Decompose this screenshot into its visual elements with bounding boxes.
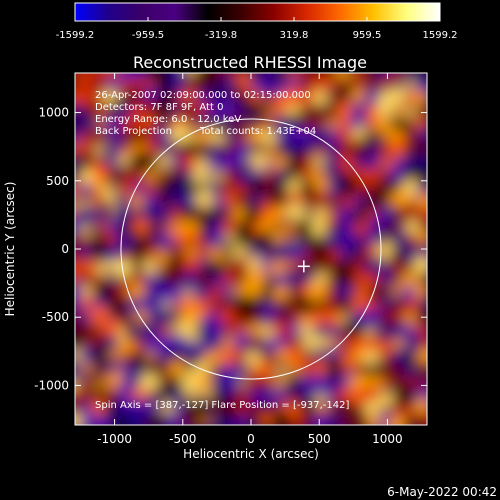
annotation-method: Back Projection — [95, 126, 172, 137]
colorbar — [74, 2, 441, 22]
image-area — [75, 73, 427, 425]
x-axis-label: Heliocentric X (arcsec) — [183, 447, 319, 461]
flare-source — [117, 262, 130, 275]
colorbar-tick-label: -959.5 — [132, 30, 164, 41]
x-tick-label: 1000 — [372, 432, 403, 446]
y-tick-label: 0 — [61, 242, 69, 256]
annotation-detectors: Detectors: 7F 8F 9F, Att 0 — [95, 102, 223, 113]
y-tick-label: -500 — [42, 310, 69, 324]
annotation-total-counts: Total counts: 1.43E+04 — [199, 126, 316, 137]
y-axis-ticks: -1000 -500 0 500 1000 — [34, 106, 427, 392]
y-tick-label: 500 — [46, 174, 69, 188]
x-tick-label: -1000 — [97, 432, 132, 446]
colorbar-tick-label: -319.8 — [205, 30, 237, 41]
plot-title: Reconstructed RHESSI Image — [133, 53, 367, 72]
colorbar-tick-label: -1599.2 — [56, 30, 95, 41]
x-axis-ticks: -1000 -500 0 500 1000 — [97, 73, 403, 446]
colorbar-tick-label: 1599.2 — [423, 30, 458, 41]
x-tick-label: 500 — [308, 432, 331, 446]
annotation-energy-range: Energy Range: 6.0 - 12.0 keV — [95, 114, 241, 125]
annotation-block: 26-Apr-2007 02:09:00.000 to 02:15:00.000… — [95, 90, 349, 411]
colorbar-ticks: -1599.2 -959.5 -319.8 319.8 959.5 1599.2 — [56, 17, 458, 41]
spin-axis-marker — [297, 260, 310, 273]
annotation-spin-flare: Spin Axis = [387,-127] Flare Position = … — [95, 400, 349, 411]
y-tick-label: -1000 — [34, 378, 69, 392]
solar-limb-circle — [120, 118, 382, 380]
colorbar-tick-label: 959.5 — [353, 30, 382, 41]
heatmap-field — [75, 73, 427, 425]
y-axis-label: Heliocentric Y (arcsec) — [3, 182, 17, 317]
colorbar-tick-label: 319.8 — [280, 30, 309, 41]
y-tick-label: 1000 — [38, 106, 69, 120]
annotation-time-range: 26-Apr-2007 02:09:00.000 to 02:15:00.000 — [95, 90, 311, 101]
footer-date: 6-May-2022 00:42 — [387, 485, 497, 499]
x-tick-label: -500 — [169, 432, 196, 446]
x-tick-label: 0 — [247, 432, 255, 446]
